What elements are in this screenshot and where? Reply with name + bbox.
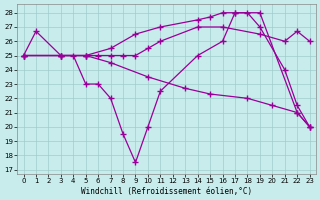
X-axis label: Windchill (Refroidissement éolien,°C): Windchill (Refroidissement éolien,°C): [81, 187, 252, 196]
